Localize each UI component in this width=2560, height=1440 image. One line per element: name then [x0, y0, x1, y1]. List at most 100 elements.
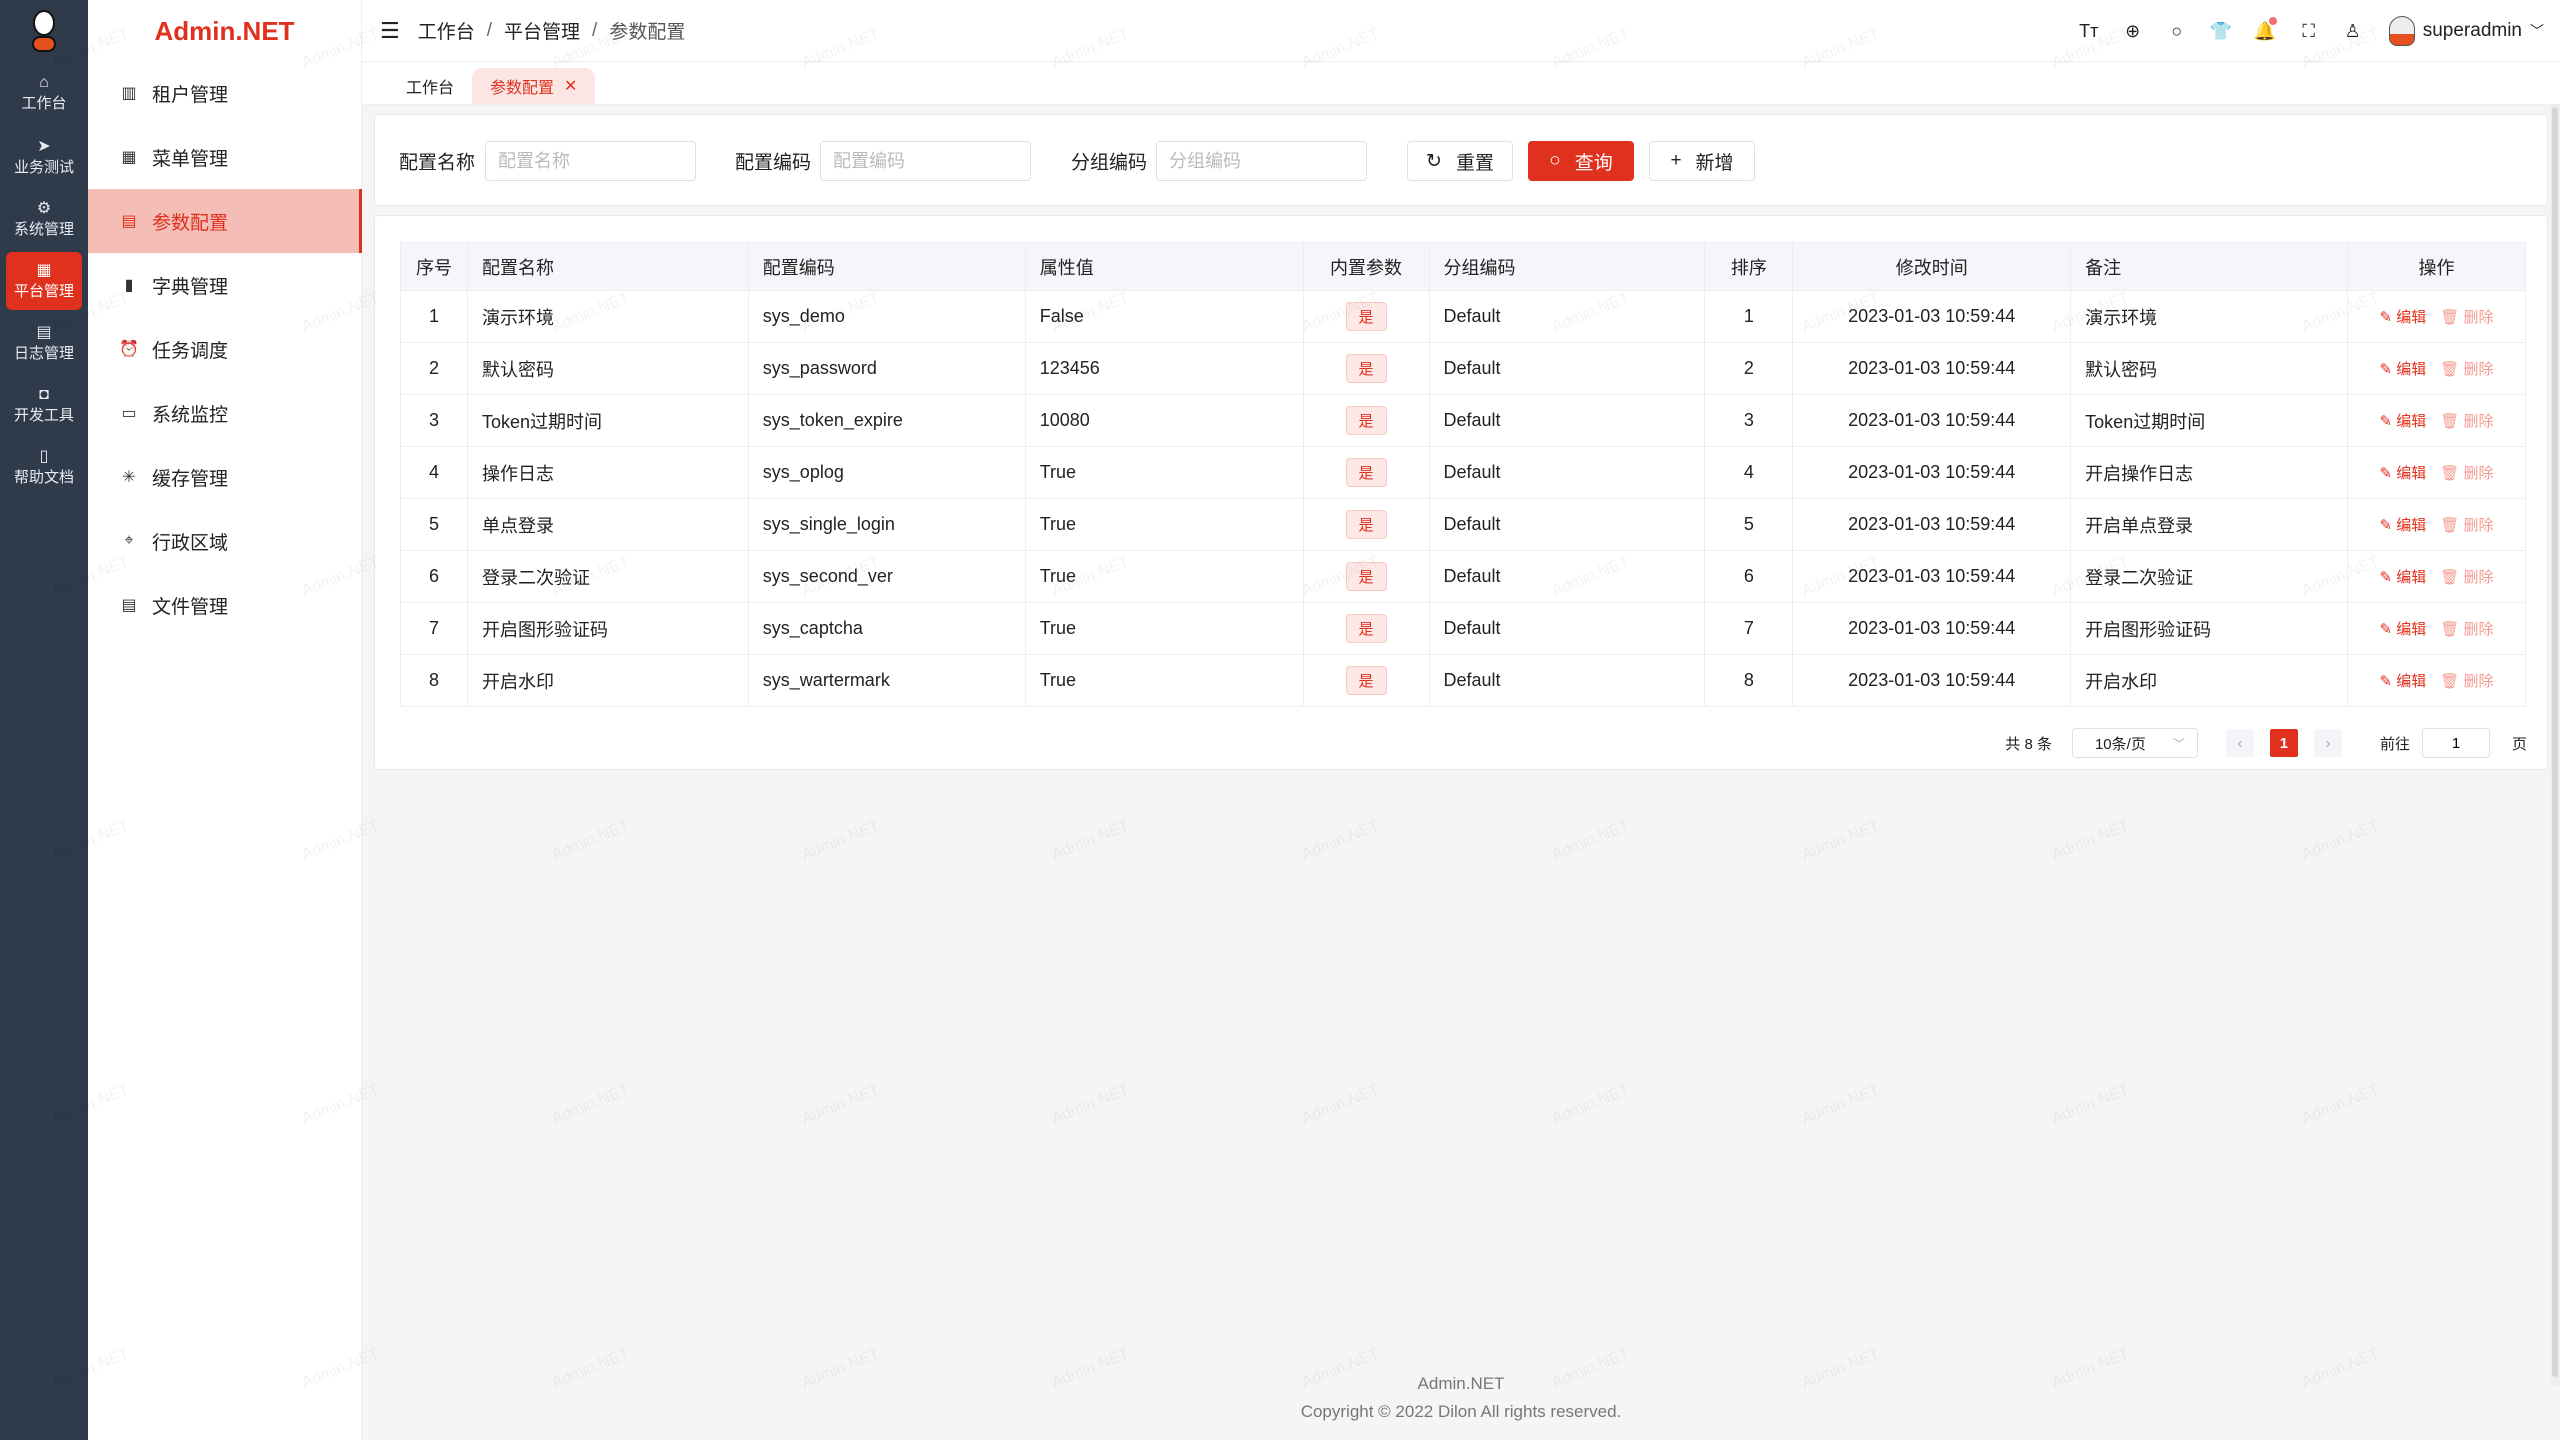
- add-button[interactable]: + 新增: [1649, 141, 1755, 181]
- rail-item-0[interactable]: ⌂ 工作台: [6, 64, 82, 122]
- tab-workbench[interactable]: 工作台: [388, 68, 472, 104]
- table-cell: Default: [1428, 446, 1706, 499]
- trash-icon[interactable]: 🗑: [2440, 361, 2464, 378]
- trash-icon[interactable]: 🗑: [2440, 517, 2464, 534]
- trash-icon[interactable]: 🗑: [2440, 465, 2464, 482]
- rail-item-label: 开发工具: [13, 406, 74, 424]
- font-size-icon[interactable]: Tт: [2079, 20, 2099, 41]
- prev-page-button[interactable]: ‹: [2225, 729, 2254, 757]
- rail-item-5[interactable]: ◘ 开发工具: [6, 376, 82, 434]
- edit-button[interactable]: 编辑: [2396, 309, 2427, 326]
- edit-icon[interactable]: ✎: [2379, 673, 2397, 690]
- edit-icon[interactable]: ✎: [2379, 309, 2397, 326]
- sidebar-item-2[interactable]: ▤ 参数配置: [88, 189, 362, 253]
- sidebar-item-0[interactable]: ▥ 租户管理: [88, 61, 362, 125]
- delete-button[interactable]: 删除: [2463, 309, 2494, 326]
- rail-item-6[interactable]: ▯ 帮助文档: [6, 438, 82, 496]
- trash-icon[interactable]: 🗑: [2440, 569, 2464, 586]
- delete-button[interactable]: 删除: [2463, 465, 2494, 482]
- icon-rail: ⌂ 工作台 ➤ 业务测试 ⚙ 系统管理 ▦ 平台管理 ▤ 日志管理 ◘ 开发工具 ▯ 帮助文档: [0, 0, 88, 1440]
- edit-icon[interactable]: ✎: [2379, 569, 2397, 586]
- breadcrumb-item[interactable]: 工作台: [417, 22, 475, 43]
- edit-icon[interactable]: ✎: [2379, 465, 2397, 482]
- page-suffix: 页: [2511, 735, 2527, 753]
- brand-logo: Admin.NET: [154, 15, 295, 46]
- sidebar-item-8[interactable]: ▤ 文件管理: [88, 573, 362, 637]
- breadcrumb-item[interactable]: 平台管理: [504, 22, 581, 43]
- monitor-icon: ▭: [121, 405, 137, 422]
- table-cell: 7: [1704, 602, 1794, 655]
- table-cell: sys_demo: [747, 290, 1026, 343]
- rail-item-4[interactable]: ▤ 日志管理: [6, 314, 82, 372]
- page-1-button[interactable]: 1: [2269, 729, 2298, 757]
- delete-button[interactable]: 删除: [2463, 413, 2494, 430]
- search-icon[interactable]: ○: [2171, 20, 2183, 41]
- tab-config[interactable]: 参数配置 ✕: [472, 68, 596, 104]
- delete-button[interactable]: 删除: [2463, 569, 2494, 586]
- user-menu[interactable]: superadmin ﹀: [2388, 16, 2544, 46]
- page-size-select[interactable]: 10条/页 ﹀: [2071, 728, 2198, 758]
- edit-icon[interactable]: ✎: [2379, 361, 2397, 378]
- rail-item-label: 业务测试: [13, 158, 74, 176]
- chip-icon: ◘: [39, 385, 49, 403]
- goto-page-input[interactable]: [2421, 728, 2490, 758]
- search-form: 配置名称 配置编码 分组编码 ↻ 重置 ○ 查询 + 新增: [374, 114, 2548, 206]
- table-cell: 登录二次验证: [2070, 550, 2349, 603]
- rail-item-3[interactable]: ▦ 平台管理: [6, 252, 82, 310]
- sidebar-item-5[interactable]: ▭ 系统监控: [88, 381, 362, 445]
- page-scrollbar[interactable]: [2550, 105, 2560, 1385]
- trash-icon[interactable]: 🗑: [2440, 413, 2464, 430]
- edit-button[interactable]: 编辑: [2396, 361, 2427, 378]
- user-icon[interactable]: ♙: [2344, 20, 2361, 41]
- rail-item-2[interactable]: ⚙ 系统管理: [6, 190, 82, 248]
- watermark: Admin.NET: [2049, 1081, 2132, 1128]
- skin-icon[interactable]: 👕: [2209, 20, 2232, 41]
- table-cell: sys_single_login: [747, 498, 1026, 551]
- delete-button[interactable]: 删除: [2463, 517, 2494, 534]
- edit-icon[interactable]: ✎: [2379, 621, 2397, 638]
- reset-label: 重置: [1455, 152, 1494, 174]
- sidebar-item-6[interactable]: ✳ 缓存管理: [88, 445, 362, 509]
- edit-button[interactable]: 编辑: [2396, 621, 2427, 638]
- config-code-label: 配置编码: [735, 152, 812, 174]
- config-name-input[interactable]: [485, 141, 696, 181]
- reset-button[interactable]: ↻ 重置: [1407, 141, 1513, 181]
- delete-button[interactable]: 删除: [2463, 673, 2494, 690]
- next-page-button[interactable]: ›: [2313, 729, 2342, 757]
- edit-button[interactable]: 编辑: [2396, 465, 2427, 482]
- alarm-clock-icon: ⏰: [119, 341, 139, 358]
- edit-button[interactable]: 编辑: [2396, 517, 2427, 534]
- table-cell: 3: [400, 394, 468, 447]
- sidebar-item-7[interactable]: ⌖ 行政区域: [88, 509, 362, 573]
- config-code-input[interactable]: [820, 141, 1031, 181]
- sidebar-item-4[interactable]: ⏰ 任务调度: [88, 317, 362, 381]
- close-icon[interactable]: ✕: [564, 78, 578, 95]
- sidebar-item-3[interactable]: ▮ 字典管理: [88, 253, 362, 317]
- edit-button[interactable]: 编辑: [2396, 569, 2427, 586]
- document-icon: ▤: [36, 323, 52, 341]
- delete-button[interactable]: 删除: [2463, 361, 2494, 378]
- table-cell: 2023-01-03 10:59:44: [1792, 654, 2072, 707]
- watermark: Admin.NET: [549, 817, 632, 864]
- trash-icon[interactable]: 🗑: [2440, 673, 2464, 690]
- table-cell: sys_second_ver: [747, 550, 1026, 603]
- trash-icon[interactable]: 🗑: [2440, 621, 2464, 638]
- rail-item-1[interactable]: ➤ 业务测试: [6, 128, 82, 186]
- trash-icon[interactable]: 🗑: [2440, 309, 2464, 326]
- table-cell: 7: [400, 602, 468, 655]
- query-button[interactable]: ○ 查询: [1528, 141, 1634, 181]
- page-size-value: 10条/页: [2094, 735, 2146, 753]
- table-cell: True: [1024, 550, 1304, 603]
- language-icon[interactable]: ⊕: [2125, 20, 2141, 41]
- edit-button[interactable]: 编辑: [2396, 413, 2427, 430]
- bell-icon[interactable]: 🔔: [2243, 16, 2287, 42]
- edit-icon[interactable]: ✎: [2379, 517, 2397, 534]
- sidebar-item-1[interactable]: ▦ 菜单管理: [88, 125, 362, 189]
- delete-button[interactable]: 删除: [2463, 621, 2494, 638]
- watermark: Admin.NET: [1549, 817, 1632, 864]
- fullscreen-icon[interactable]: ⛶: [2302, 20, 2316, 41]
- edit-button[interactable]: 编辑: [2396, 673, 2427, 690]
- group-code-input[interactable]: [1156, 141, 1367, 181]
- edit-icon[interactable]: ✎: [2379, 413, 2397, 430]
- menu-collapse-icon[interactable]: ☰: [380, 17, 400, 43]
